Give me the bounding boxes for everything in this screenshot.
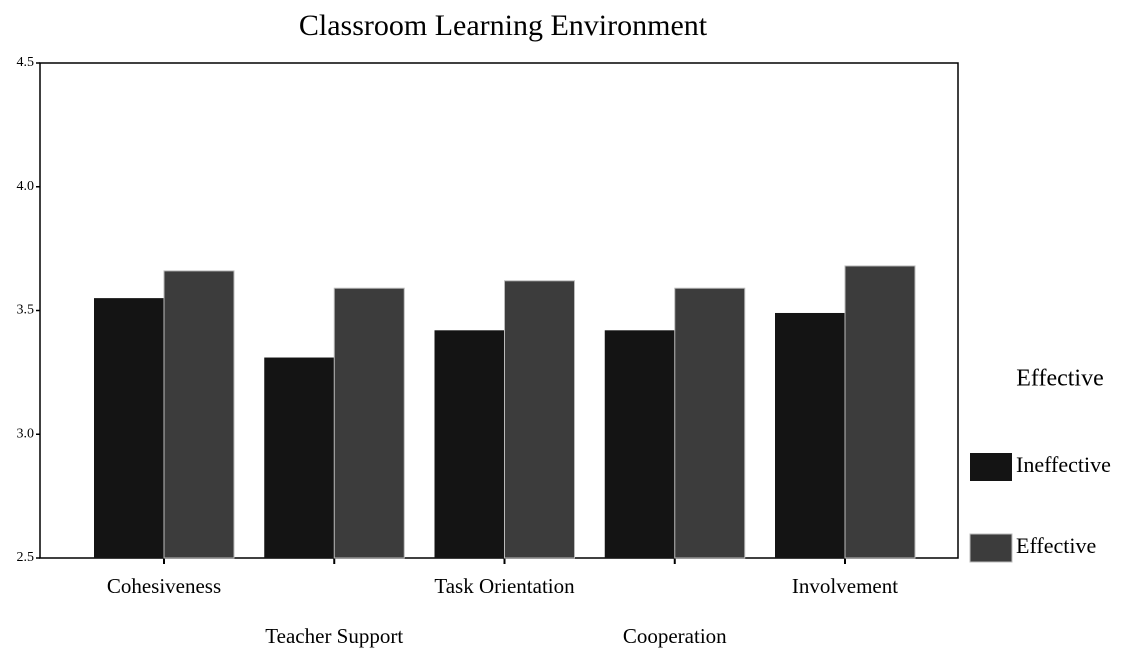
bar bbox=[94, 298, 164, 558]
bar bbox=[844, 265, 916, 559]
bar bbox=[163, 270, 235, 559]
x-tick-label: Teacher Support bbox=[265, 624, 403, 648]
legend-swatch bbox=[970, 453, 1012, 481]
x-tick-label: Cooperation bbox=[623, 624, 727, 648]
y-tick-label: 4.5 bbox=[17, 55, 35, 70]
chart-title: Classroom Learning Environment bbox=[299, 9, 708, 42]
y-tick-label: 3.0 bbox=[17, 426, 35, 441]
y-tick-label: 2.5 bbox=[17, 550, 35, 565]
legend-swatch bbox=[969, 533, 1013, 563]
x-tick-label: Task Orientation bbox=[434, 574, 575, 598]
x-tick-label: Cohesiveness bbox=[107, 574, 221, 598]
bar bbox=[434, 330, 505, 558]
y-tick-label: 4.0 bbox=[17, 179, 35, 194]
bar bbox=[604, 330, 675, 558]
bar bbox=[333, 287, 405, 559]
legend-label: Ineffective bbox=[1016, 452, 1111, 477]
y-tick-label: 3.5 bbox=[17, 303, 35, 318]
bar bbox=[775, 312, 845, 558]
bar bbox=[674, 287, 746, 559]
legend-label: Effective bbox=[1016, 533, 1096, 558]
bar bbox=[264, 357, 335, 558]
legend-title: Effective bbox=[1016, 366, 1104, 392]
bar bbox=[504, 280, 575, 559]
x-tick-label: Involvement bbox=[792, 574, 898, 598]
